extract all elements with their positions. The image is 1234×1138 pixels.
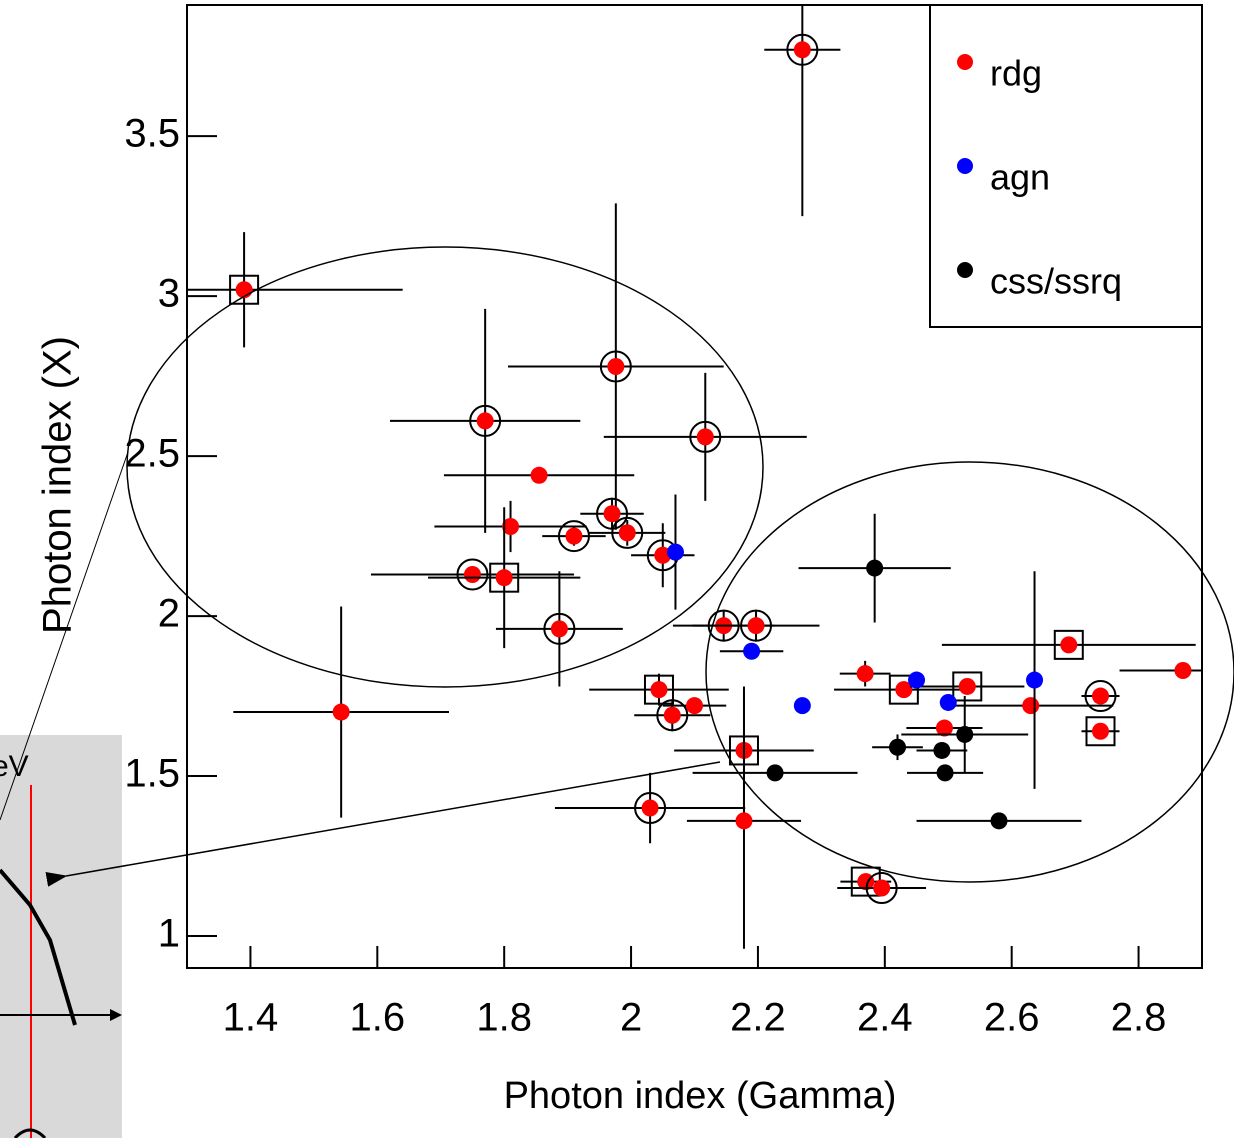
highlight-square (952, 671, 983, 702)
point (939, 693, 957, 711)
point (654, 546, 672, 564)
cluster-ellipse (126, 246, 764, 688)
x-tick-label: 2.4 (857, 996, 913, 1040)
data-layer (187, 5, 1202, 949)
legend-label: rdg (990, 53, 1042, 94)
point (663, 706, 681, 724)
y-tick-label: 1 (158, 912, 180, 956)
x-tick-label: 1.8 (476, 996, 532, 1040)
legend-marker (957, 54, 973, 70)
x-tick-label: 2.2 (730, 996, 786, 1040)
x-tick-label: 1.6 (350, 996, 406, 1040)
point (332, 703, 350, 721)
y-tick-label: 2 (158, 592, 180, 636)
inset-arrowhead (110, 1009, 122, 1021)
y-axis-title: Photon index (X) (36, 336, 80, 634)
legend-box (929, 4, 1203, 328)
point (990, 812, 1008, 830)
point (1092, 722, 1109, 740)
highlight-circle (456, 558, 489, 591)
x-tick-label: 2 (620, 996, 642, 1040)
point (766, 764, 784, 782)
point (866, 559, 884, 577)
point (607, 358, 625, 376)
y-tick-label: 1.5 (124, 752, 180, 796)
plot-frame (186, 4, 1203, 969)
point (666, 543, 684, 561)
x-tick-label: 2.6 (984, 996, 1040, 1040)
highlight-circle (656, 699, 689, 732)
legend-marker (957, 158, 973, 174)
point (463, 565, 481, 583)
point (1092, 687, 1109, 705)
x-tick-label: 2.8 (1111, 996, 1167, 1040)
highlight-circle (634, 792, 667, 825)
highlight-circle (557, 520, 590, 553)
point (856, 665, 874, 683)
point (743, 642, 761, 660)
point (908, 671, 926, 689)
point (735, 812, 753, 830)
connector-line (0, 451, 129, 821)
highlight-circle (599, 350, 632, 383)
point (686, 697, 703, 715)
point (933, 741, 951, 759)
highlight-circle (1084, 680, 1117, 713)
highlight-circle (611, 516, 644, 549)
highlight-square (1053, 629, 1084, 660)
point (650, 681, 668, 699)
connector-arrow (45, 761, 721, 887)
highlight-square (888, 674, 919, 705)
y-tick-label: 3.5 (124, 112, 180, 156)
highlight-circle (543, 612, 576, 645)
x-axis-title: Photon index (Gamma) (504, 1075, 897, 1117)
y-tick-label: 2.5 (124, 432, 180, 476)
point (530, 466, 548, 484)
point (618, 524, 636, 542)
legend-label: agn (990, 157, 1050, 198)
cluster-ellipse (705, 461, 1234, 883)
point (889, 738, 906, 756)
point (747, 617, 765, 635)
highlight-circle (786, 33, 819, 66)
y-tick-label: 3 (158, 272, 180, 316)
highlight-circle (689, 420, 722, 453)
legend: rdg agn css/ssrq (929, 4, 1203, 328)
point (550, 620, 568, 638)
point (603, 505, 621, 523)
inset-curve (13, 1128, 47, 1138)
point (565, 527, 583, 545)
highlight-square (1085, 716, 1116, 747)
point (936, 764, 954, 782)
point (476, 412, 494, 430)
point (793, 697, 811, 715)
highlight-circle (469, 404, 502, 437)
point (895, 681, 913, 699)
inset: eV (0, 735, 122, 1138)
point (935, 719, 953, 737)
point (1174, 661, 1192, 679)
point (873, 879, 891, 897)
highlight-circle (865, 872, 898, 905)
point (641, 799, 659, 817)
point (1060, 636, 1078, 654)
inset-background (0, 735, 122, 1138)
legend-label: css/ssrq (990, 261, 1122, 302)
point (696, 428, 714, 446)
highlight-square (643, 674, 674, 705)
point (793, 41, 811, 59)
point (1022, 697, 1040, 715)
x-tick-label: 1.4 (223, 996, 279, 1040)
point (495, 569, 513, 587)
point (958, 677, 976, 695)
inset-curve (0, 868, 77, 1026)
point (502, 517, 520, 535)
highlight-circle (740, 609, 773, 642)
point (956, 725, 974, 743)
highlight-square (489, 562, 520, 593)
point (1026, 671, 1044, 689)
legend-marker (957, 262, 973, 278)
